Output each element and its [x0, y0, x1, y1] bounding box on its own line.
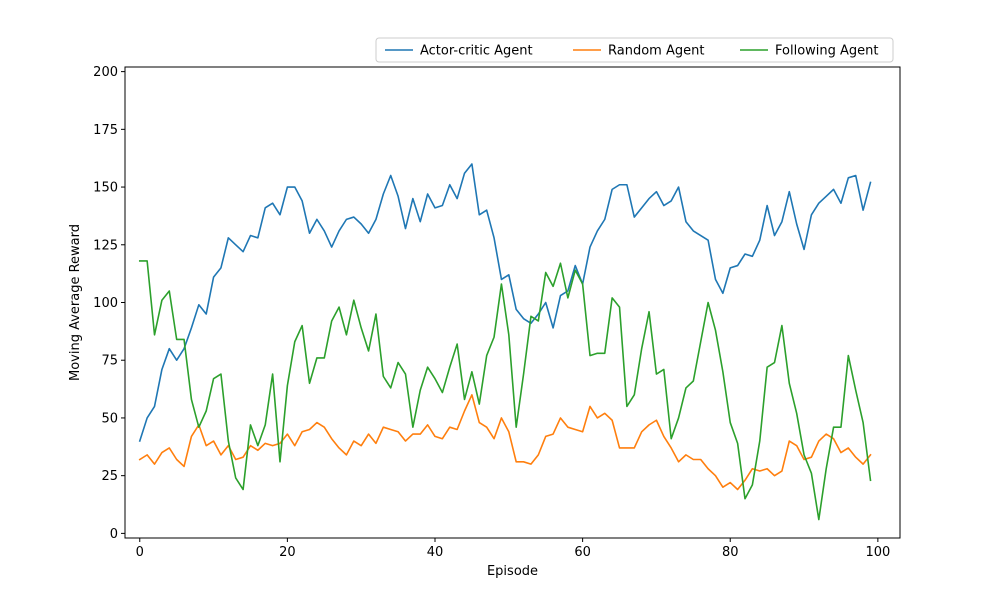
x-tick-label-1: 20 — [279, 545, 296, 560]
y-tick-label-3: 75 — [101, 354, 118, 369]
series-line-0 — [138, 163, 872, 443]
y-tick-label-4: 100 — [93, 296, 118, 311]
legend-label-0: Actor-critic Agent — [420, 44, 533, 59]
x-tick-label-4: 80 — [722, 545, 739, 560]
y-tick-label-7: 175 — [93, 123, 118, 138]
y-tick-label-5: 125 — [93, 238, 118, 253]
y-tick-label-8: 200 — [93, 65, 118, 80]
x-tick-label-0: 0 — [136, 545, 144, 560]
x-tick-label-2: 40 — [427, 545, 444, 560]
x-axis-label: Episode — [487, 564, 538, 579]
legend-label-1: Random Agent — [608, 44, 704, 59]
y-axis-label: Moving Average Reward — [68, 224, 83, 381]
y-tick-label-6: 150 — [93, 181, 118, 196]
legend-box — [375, 37, 894, 63]
legend-label-2: Following Agent — [775, 44, 879, 59]
series-line-1 — [138, 394, 872, 491]
plot-area — [124, 66, 901, 539]
y-tick-label-0: 0 — [110, 527, 118, 542]
y-tick-label-1: 25 — [101, 469, 118, 484]
y-tick-label-2: 50 — [101, 411, 118, 426]
series-line-2 — [138, 260, 872, 521]
axis-ticks: 0 20 40 60 80 100 0 25 50 75 100 125 150 175 200 — [93, 65, 890, 560]
x-tick-label-5: 100 — [865, 545, 890, 560]
x-tick-label-3: 60 — [574, 545, 591, 560]
plot-frame — [124, 66, 901, 539]
legend: Actor-critic Agent Random Agent Following … — [375, 37, 894, 63]
